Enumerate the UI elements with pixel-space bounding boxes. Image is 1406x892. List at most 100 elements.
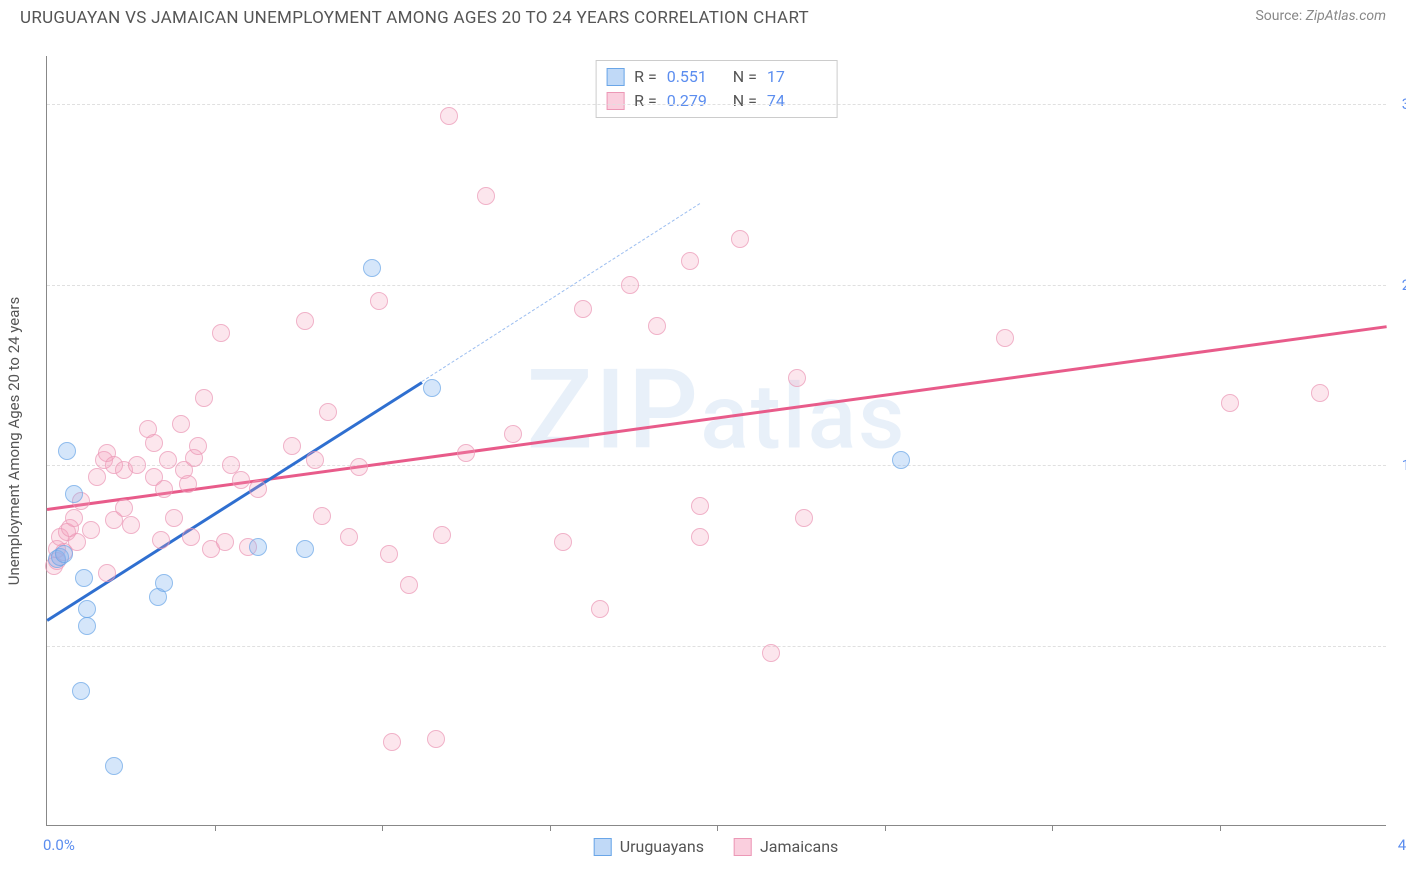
data-point	[195, 389, 213, 407]
data-point	[55, 545, 73, 563]
data-point	[433, 526, 451, 544]
swatch-pink-icon	[734, 838, 752, 856]
data-point	[363, 259, 381, 277]
y-axis-label: Unemployment Among Ages 20 to 24 years	[5, 297, 23, 585]
data-point	[383, 733, 401, 751]
legend-item-jamaicans: Jamaicans	[734, 837, 838, 856]
data-point	[65, 485, 83, 503]
data-point	[477, 187, 495, 205]
data-point	[155, 574, 173, 592]
trend-line	[422, 203, 701, 382]
data-point	[554, 533, 572, 551]
data-point	[1221, 394, 1239, 412]
data-point	[504, 425, 522, 443]
data-point	[340, 528, 358, 546]
x-tick	[550, 825, 551, 831]
data-point	[892, 451, 910, 469]
data-point	[115, 499, 133, 517]
data-point	[296, 312, 314, 330]
data-point	[232, 471, 250, 489]
data-point	[350, 458, 368, 476]
x-tick	[215, 825, 216, 831]
data-point	[212, 324, 230, 342]
gridline-h	[47, 465, 1386, 466]
data-point	[78, 617, 96, 635]
data-point	[788, 369, 806, 387]
source-link[interactable]: ZipAtlas.com	[1306, 8, 1386, 24]
data-point	[128, 456, 146, 474]
data-point	[427, 730, 445, 748]
data-point	[731, 230, 749, 248]
gridline-h	[47, 646, 1386, 647]
x-tick	[1220, 825, 1221, 831]
source-credit: Source: ZipAtlas.com	[1255, 8, 1386, 24]
data-point	[82, 521, 100, 539]
data-point	[691, 497, 709, 515]
data-point	[1311, 384, 1329, 402]
y-tick-label: 15.0%	[1390, 456, 1406, 474]
data-point	[313, 507, 331, 525]
data-point	[88, 468, 106, 486]
data-point	[98, 564, 116, 582]
data-point	[648, 317, 666, 335]
data-point	[423, 379, 441, 397]
data-point	[996, 329, 1014, 347]
data-point	[440, 107, 458, 125]
label-n: N =	[733, 89, 757, 113]
legend-label-2: Jamaicans	[760, 837, 838, 856]
data-point	[152, 531, 170, 549]
data-point	[457, 444, 475, 462]
data-point	[179, 475, 197, 493]
data-point	[145, 434, 163, 452]
data-point	[621, 276, 639, 294]
data-point	[400, 576, 418, 594]
y-tick-label: 30.0%	[1390, 95, 1406, 113]
data-point	[370, 292, 388, 310]
stat-row-jamaicans: R = 0.279 N = 74	[606, 89, 823, 113]
data-point	[574, 300, 592, 318]
y-tick-label: 22.5%	[1390, 276, 1406, 294]
value-r-1: 0.551	[667, 65, 723, 89]
label-r: R =	[634, 65, 657, 89]
data-point	[72, 682, 90, 700]
value-r-2: 0.279	[667, 89, 723, 113]
x-min-label: 0.0%	[43, 836, 75, 854]
data-point	[283, 437, 301, 455]
swatch-pink-icon	[606, 92, 624, 110]
chart-area: Unemployment Among Ages 20 to 24 years Z…	[46, 56, 1386, 826]
data-point	[122, 516, 140, 534]
data-point	[681, 252, 699, 270]
swatch-blue-icon	[594, 838, 612, 856]
legend-item-uruguayans: Uruguayans	[594, 837, 704, 856]
data-point	[591, 600, 609, 618]
data-point	[296, 540, 314, 558]
data-point	[165, 509, 183, 527]
data-point	[795, 509, 813, 527]
x-tick	[382, 825, 383, 831]
gridline-h	[47, 285, 1386, 286]
watermark: ZIPatlas	[527, 345, 907, 474]
chart-title: URUGUAYAN VS JAMAICAN UNEMPLOYMENT AMONG…	[20, 8, 809, 28]
x-tick	[717, 825, 718, 831]
data-point	[65, 509, 83, 527]
x-tick	[1052, 825, 1053, 831]
data-point	[762, 644, 780, 662]
swatch-blue-icon	[606, 68, 624, 86]
label-r: R =	[634, 89, 657, 113]
x-tick	[885, 825, 886, 831]
data-point	[306, 451, 324, 469]
data-point	[182, 528, 200, 546]
data-point	[189, 437, 207, 455]
stat-row-uruguayans: R = 0.551 N = 17	[606, 65, 823, 89]
data-point	[75, 569, 93, 587]
bottom-legend: Uruguayans Jamaicans	[594, 837, 839, 856]
value-n-1: 17	[767, 65, 823, 89]
legend-label-1: Uruguayans	[620, 837, 704, 856]
plot-region: ZIPatlas R = 0.551 N = 17 R = 0.279 N = …	[46, 56, 1386, 826]
data-point	[216, 533, 234, 551]
data-point	[58, 442, 76, 460]
data-point	[172, 415, 190, 433]
x-max-label: 40.0%	[1398, 836, 1406, 854]
data-point	[159, 451, 177, 469]
value-n-2: 74	[767, 89, 823, 113]
